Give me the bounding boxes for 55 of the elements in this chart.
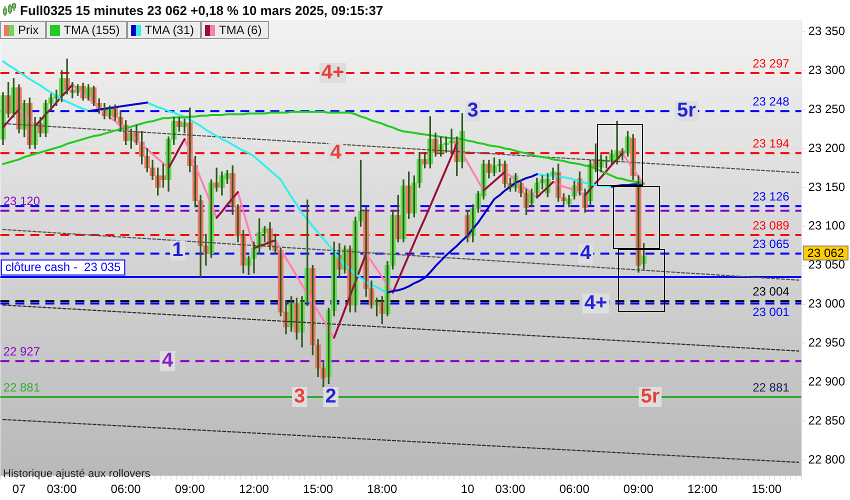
annotation: 3 [467, 100, 478, 122]
annotation: 1 [172, 239, 184, 262]
ref-line-label: 23 126 [752, 189, 790, 204]
ref-line-label: 23 297 [752, 56, 790, 70]
annotation: 4 [580, 242, 592, 264]
annotation: 4+ [584, 292, 608, 314]
y-tick-label: 23 200 [808, 140, 846, 155]
x-tick-label: 15:00 [752, 482, 782, 496]
y-tick-label: 23 000 [808, 296, 846, 311]
y-tick-label: 23 350 [808, 24, 846, 38]
y-tick-label: 23 250 [808, 102, 846, 116]
x-tick-label: 07 [12, 482, 26, 496]
ref-line-label: 23 089 [752, 218, 790, 232]
ref-line-label: 23 001 [752, 304, 790, 319]
y-tick-label: 23 150 [808, 180, 846, 194]
x-tick-label: 09:00 [623, 482, 654, 496]
text: 22 881 [752, 380, 790, 394]
text: 23 062 [807, 246, 844, 260]
annotation: 2 [325, 385, 336, 408]
x-tick-label: 15:00 [303, 482, 334, 496]
annotation: 5r [676, 100, 696, 122]
legend-label: Prix [18, 23, 39, 37]
ref-line-label: clôture cash - 23 035 [5, 260, 122, 274]
legend-label: TMA (155) [64, 23, 120, 37]
legend-label: TMA (31) [144, 23, 194, 37]
y-tick-label: 22 800 [808, 452, 846, 466]
ref-line-label: 22 927 [3, 344, 40, 358]
x-tick-label: 12:00 [238, 482, 270, 496]
y-tick-label: 22 900 [808, 374, 846, 388]
annotation: 4 [162, 350, 174, 372]
y-tick-label: 22 950 [808, 336, 846, 350]
x-tick-label: 06:00 [110, 482, 142, 496]
ref-line-label: 22 881 [3, 380, 40, 394]
x-tick-label: 06:00 [559, 482, 590, 496]
ref-line-label: 23 194 [752, 136, 790, 150]
y-tick-label: 22 850 [808, 413, 846, 428]
x-tick-label: 03:00 [495, 482, 526, 496]
y-tick-label: 23 300 [808, 62, 846, 77]
x-tick-label: 09:00 [174, 482, 206, 496]
chart-title: Full0325 15 minutes 23 062 +0,18 % 10 mars 2025, 09:15:37 [20, 2, 384, 18]
y-tick-label: 23 100 [808, 218, 846, 233]
ref-line-label: 23 120 [3, 194, 40, 208]
ref-line-label: 23 065 [752, 236, 790, 251]
x-tick-label: 10 [460, 482, 475, 496]
annotation: Historique ajusté aux rollovers [3, 468, 150, 480]
ref-line-label: 23 248 [752, 94, 790, 108]
x-tick-label: 12:00 [687, 482, 718, 496]
x-tick-label: 03:00 [46, 482, 78, 496]
annotation: 4 [330, 142, 342, 164]
annotation: 4+ [321, 61, 344, 84]
annotation: 3 [294, 385, 306, 408]
annotation: 5r [640, 385, 660, 408]
legend-label: TMA (6) [219, 23, 262, 37]
x-tick-label: 18:00 [367, 482, 398, 496]
ref-line-label: 23 004 [752, 284, 790, 298]
